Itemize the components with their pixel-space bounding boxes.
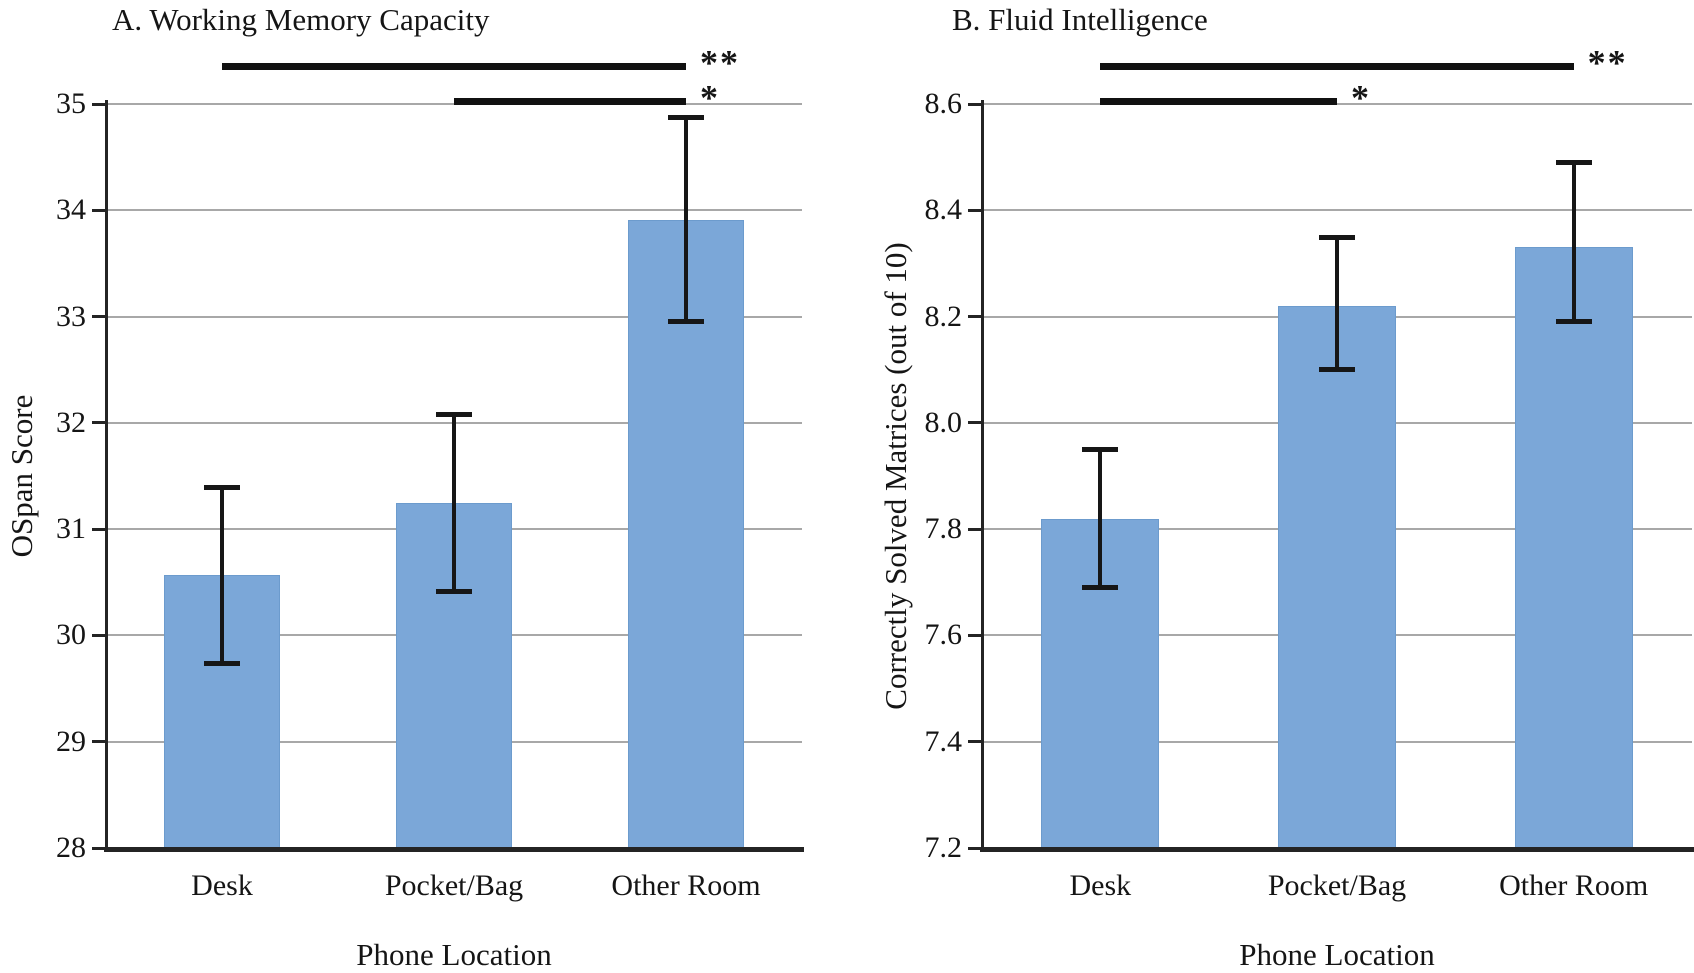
panel-b-y-tick-label-7.2: 7.2 bbox=[924, 831, 963, 864]
panel-b-title: B. Fluid Intelligence bbox=[952, 2, 1208, 37]
panel-a-error-bar-cap-top-0 bbox=[204, 484, 240, 490]
panel-b-significance-label-0: ** bbox=[1587, 42, 1628, 83]
panel-a-y-tick-label-32: 32 bbox=[56, 405, 86, 439]
panel-a-bar-pocket-bag bbox=[396, 502, 512, 848]
panel-a-y-tick-mark-31 bbox=[92, 527, 106, 531]
panel-b-bar-other-room bbox=[1514, 247, 1633, 848]
panel-b-significance-line-1 bbox=[1100, 98, 1337, 105]
panel-b-x-axis-label: Phone Location bbox=[1239, 937, 1435, 972]
panel-b-y-tick-mark-8.6 bbox=[968, 102, 982, 106]
panel-a-y-tick-label-31: 31 bbox=[56, 512, 86, 546]
panel-b-y-tick-label-8.4: 8.4 bbox=[924, 193, 963, 227]
panel-a-significance-label-1: * bbox=[700, 77, 720, 118]
panel-a-bar-other-room bbox=[628, 219, 744, 848]
panel-a-y-tick-mark-34 bbox=[92, 208, 106, 212]
panel-b-y-tick-label-8.0: 8.0 bbox=[924, 405, 963, 439]
panel-b-y-tick-mark-7.8 bbox=[968, 527, 982, 531]
panel-b-y-tick-mark-8.2 bbox=[968, 315, 982, 319]
panel-a-significance-line-1 bbox=[454, 98, 686, 105]
panel-b-category-label-desk: Desk bbox=[1069, 869, 1132, 902]
panel-b-significance-line-0 bbox=[1100, 63, 1574, 70]
panel-a-y-tick-label-34: 34 bbox=[56, 193, 86, 227]
panel-b-gridline-8.4 bbox=[982, 209, 1692, 212]
panel-b-significance-label-1: * bbox=[1351, 77, 1371, 118]
panel-a-gridline-34 bbox=[106, 209, 802, 212]
panel-a-error-bar-cap-top-2 bbox=[668, 114, 704, 120]
panel-a-y-tick-mark-33 bbox=[92, 315, 106, 319]
panel-a-y-tick-mark-35 bbox=[92, 102, 106, 106]
panel-a-error-bar-line-0 bbox=[220, 486, 224, 665]
panel-b-y-tick-label-7.8: 7.8 bbox=[924, 512, 963, 546]
panel-b-error-bar-line-1 bbox=[1335, 236, 1339, 370]
panel-b-y-tick-mark-7.6 bbox=[968, 633, 982, 637]
panel-b-error-bar-cap-bottom-0 bbox=[1082, 584, 1119, 590]
panel-b-error-bar-cap-top-0 bbox=[1082, 447, 1119, 453]
panel-a-significance-line-0 bbox=[222, 63, 686, 70]
panel-b-error-bar-cap-top-1 bbox=[1319, 234, 1355, 240]
panel-b-error-bar-cap-bottom-1 bbox=[1319, 366, 1355, 372]
panel-a-y-tick-mark-32 bbox=[92, 421, 106, 425]
panel-b-gridline-8.6 bbox=[982, 103, 1692, 105]
panel-a-gridline-33 bbox=[106, 315, 802, 318]
panel-a-error-bar-cap-bottom-1 bbox=[436, 588, 472, 594]
panel-a-category-label-pocket-bag: Pocket/Bag bbox=[384, 869, 524, 902]
panel-b-category-label-other-room: Other Room bbox=[1499, 869, 1649, 902]
panel-a-y-tick-mark-28 bbox=[92, 846, 106, 850]
panel-b-category-label-pocket-bag: Pocket/Bag bbox=[1267, 869, 1407, 902]
panel-a-category-label-desk: Desk bbox=[191, 869, 253, 902]
panel-a-error-bar-cap-bottom-2 bbox=[668, 318, 704, 324]
panel-a-error-bar-cap-bottom-0 bbox=[204, 661, 240, 667]
panel-a-y-tick-label-35: 35 bbox=[56, 87, 86, 120]
panel-a-y-axis bbox=[105, 100, 108, 852]
panel-b-error-bar-cap-bottom-2 bbox=[1555, 318, 1592, 324]
panel-b-y-tick-label-8.6: 8.6 bbox=[924, 87, 963, 120]
panel-a-y-tick-mark-29 bbox=[92, 740, 106, 744]
panel-b-y-tick-label-7.4: 7.4 bbox=[924, 724, 963, 758]
panel-a-error-bar-line-2 bbox=[684, 116, 688, 322]
panel-a-y-tick-label-29: 29 bbox=[56, 724, 86, 758]
panel-b-error-bar-line-2 bbox=[1571, 162, 1576, 322]
panel-b-y-axis bbox=[981, 100, 984, 852]
panel-a-y-tick-label-28: 28 bbox=[56, 831, 86, 864]
panel-b-x-axis bbox=[980, 847, 1694, 852]
panel-b-y-tick-mark-8.0 bbox=[968, 421, 982, 425]
panel-b-y-tick-mark-8.4 bbox=[968, 208, 982, 212]
panel-a-y-tick-label-33: 33 bbox=[56, 299, 86, 333]
panel-b-y-tick-mark-7.4 bbox=[968, 740, 982, 744]
panel-a-y-tick-label-30: 30 bbox=[56, 618, 86, 652]
panel-a-category-label-other-room: Other Room bbox=[611, 869, 761, 902]
panel-b-y-tick-mark-7.2 bbox=[968, 846, 982, 850]
panel-b-y-tick-label-8.2: 8.2 bbox=[924, 299, 963, 333]
panel-a-error-bar-cap-top-1 bbox=[436, 412, 472, 418]
panel-a-title: A. Working Memory Capacity bbox=[112, 2, 490, 37]
panel-a-significance-label-0: ** bbox=[700, 42, 740, 83]
panel-b-y-tick-label-7.6: 7.6 bbox=[924, 618, 963, 652]
panel-a-error-bar-line-1 bbox=[452, 414, 456, 592]
panel-b-error-bar-line-0 bbox=[1098, 449, 1103, 588]
panel-a-x-axis bbox=[104, 847, 804, 852]
panel-a-y-tick-mark-30 bbox=[92, 633, 106, 637]
panel-b-error-bar-cap-top-2 bbox=[1555, 160, 1592, 166]
panel-b-bar-pocket-bag bbox=[1277, 305, 1397, 848]
panel-a-x-axis-label: Phone Location bbox=[356, 937, 552, 972]
